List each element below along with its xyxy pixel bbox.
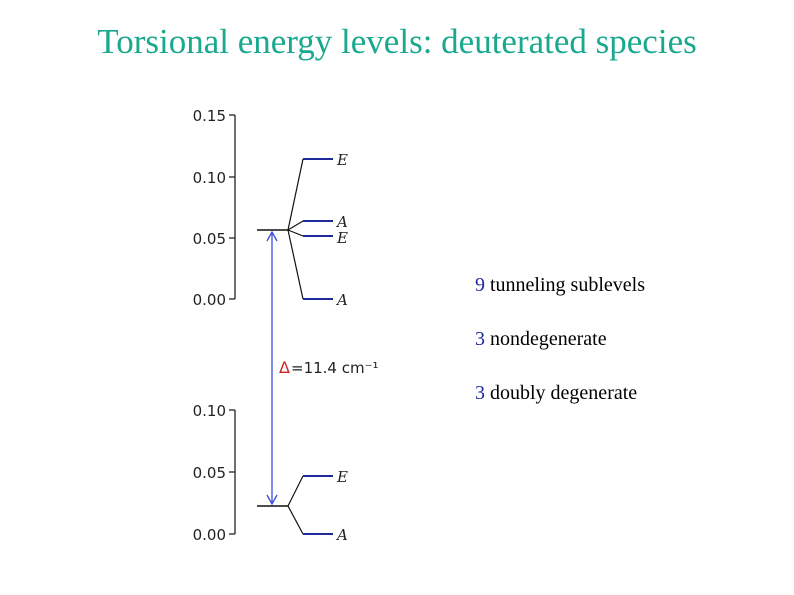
upper-tick-label: 0.05 — [193, 230, 226, 248]
upper-split-line — [287, 220, 304, 231]
slide-title: Torsional energy levels: deuterated spec… — [97, 22, 697, 61]
note-text: tunneling sublevels — [485, 274, 645, 296]
upper-tick-label: 0.00 — [193, 291, 226, 309]
upper-tick-label: 0.10 — [193, 169, 226, 187]
lower-tick-label: 0.10 — [193, 402, 226, 420]
note-item: 3 doubly degenerate — [475, 382, 637, 405]
upper-level-symbol: E — [336, 151, 348, 169]
lower-split-line — [287, 475, 304, 507]
lower-tick-label: 0.05 — [193, 464, 226, 482]
delta-symbol: Δ — [279, 358, 290, 377]
delta-arrowhead-bottom — [266, 494, 278, 506]
upper-level-symbol: A — [335, 213, 348, 231]
note-number: 3 — [475, 382, 485, 404]
upper-split-line — [287, 158, 304, 231]
upper-level-symbol: E — [336, 229, 348, 247]
upper-tick-label: 0.15 — [193, 107, 226, 125]
upper-split-line — [287, 229, 304, 300]
delta-arrowhead-top — [266, 230, 278, 242]
delta-value: =11.4 cm⁻¹ — [291, 359, 379, 377]
upper-split-line — [287, 229, 304, 237]
lower-tick-label: 0.00 — [193, 526, 226, 544]
note-number: 3 — [475, 328, 485, 350]
note-number: 9 — [475, 274, 485, 296]
lower-split-line — [287, 505, 304, 535]
upper-level-symbol: A — [335, 291, 348, 309]
lower-level-symbol: E — [336, 468, 348, 486]
note-item: 9 tunneling sublevels — [475, 274, 645, 297]
lower-level-symbol: A — [335, 526, 348, 544]
note-item: 3 nondegenerate — [475, 328, 607, 351]
note-text: doubly degenerate — [485, 382, 638, 404]
note-text: nondegenerate — [485, 328, 607, 350]
